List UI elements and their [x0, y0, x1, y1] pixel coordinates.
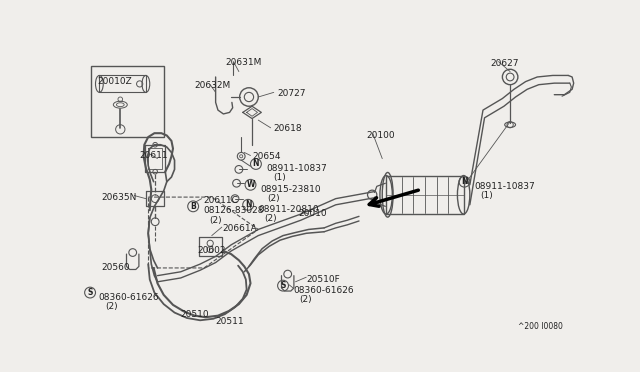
Text: 20611C: 20611C — [204, 196, 238, 205]
Text: W: W — [246, 180, 255, 189]
Text: 08911-10837: 08911-10837 — [267, 164, 328, 173]
Text: 20654: 20654 — [252, 153, 280, 161]
Text: (2): (2) — [105, 302, 117, 311]
Text: 20727: 20727 — [278, 89, 306, 97]
Text: ^200 I0080: ^200 I0080 — [518, 322, 563, 331]
Text: 20661A: 20661A — [223, 224, 257, 233]
Bar — [99, 76, 146, 92]
Text: (1): (1) — [273, 173, 285, 182]
Text: 20611: 20611 — [139, 151, 168, 160]
Text: (2): (2) — [209, 216, 222, 225]
Text: N: N — [245, 200, 252, 209]
Text: 20510: 20510 — [180, 310, 209, 319]
Text: S: S — [88, 288, 93, 297]
Text: 08126-83028: 08126-83028 — [204, 206, 264, 215]
Text: 08360-61626: 08360-61626 — [293, 286, 354, 295]
Text: 20618: 20618 — [274, 124, 302, 133]
Text: (2): (2) — [267, 194, 280, 203]
Text: 08911-20810: 08911-20810 — [259, 205, 319, 214]
Text: N: N — [253, 160, 259, 169]
Text: 20632M: 20632M — [195, 81, 231, 90]
Text: 20010Z: 20010Z — [97, 77, 132, 86]
Bar — [91, 66, 164, 137]
Text: 20635N: 20635N — [102, 193, 137, 202]
Text: 20560: 20560 — [102, 263, 131, 272]
Text: 20627: 20627 — [491, 58, 519, 67]
Text: 20010: 20010 — [298, 209, 327, 218]
Text: 20100: 20100 — [367, 131, 396, 140]
Text: 20631M: 20631M — [226, 58, 262, 67]
Bar — [386, 176, 463, 214]
Text: B: B — [190, 202, 196, 211]
Text: 08915-23810: 08915-23810 — [260, 185, 321, 194]
Text: N: N — [461, 177, 468, 186]
Text: 08360-61626: 08360-61626 — [99, 293, 159, 302]
Text: S: S — [280, 281, 285, 290]
Text: 20602: 20602 — [198, 246, 227, 256]
Text: 20510F: 20510F — [307, 275, 340, 284]
Text: (2): (2) — [300, 295, 312, 304]
Text: (2): (2) — [264, 214, 277, 223]
Text: (1): (1) — [481, 191, 493, 200]
Text: 20511: 20511 — [216, 317, 244, 326]
Text: 08911-10837: 08911-10837 — [474, 182, 535, 191]
